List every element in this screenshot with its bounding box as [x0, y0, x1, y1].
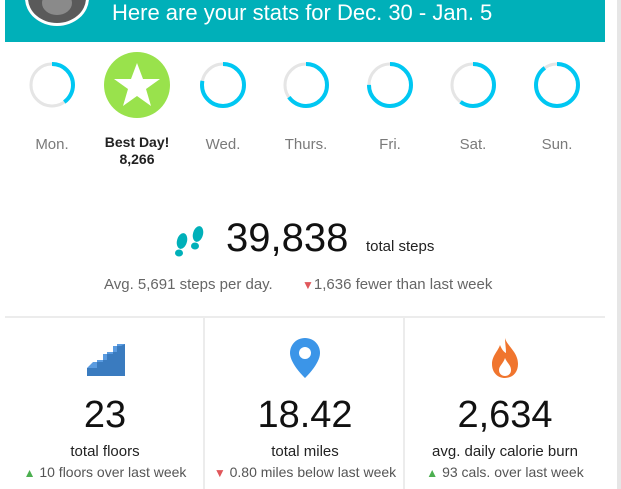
steps-delta: ▼1,636 fewer than last week [302, 276, 492, 293]
down-triangle-icon: ▼ [302, 278, 314, 292]
progress-ring-icon [29, 62, 75, 108]
calories-value: 2,634 [457, 394, 553, 436]
floors-delta: ▲ 10 floors over last week [5, 462, 205, 483]
avatar [25, 0, 89, 26]
header-title: Here are your stats for Dec. 30 - Jan. 5 [112, 0, 493, 25]
day-sun[interactable]: Sun. [512, 60, 602, 153]
best-day-label: Best Day! [104, 134, 170, 150]
floors-delta-text: 10 floors over last week [39, 464, 187, 480]
calories-delta: ▲ 93 cals. over last week [405, 462, 605, 483]
progress-ring-icon [450, 62, 496, 108]
column-divider [203, 318, 205, 489]
day-best[interactable]: Best Day! 8,266 [92, 52, 182, 168]
section-divider [5, 316, 605, 318]
miles-label: total miles [271, 443, 339, 460]
calories-label: avg. daily calorie burn [432, 443, 578, 460]
down-triangle-icon: ▼ [213, 466, 226, 480]
day-sat[interactable]: Sat. [428, 60, 518, 153]
floors-value: 23 [83, 394, 127, 436]
star-icon [104, 52, 170, 118]
avg-steps-text: Avg. 5,691 steps per day. [104, 276, 273, 293]
day-wed[interactable]: Wed. [178, 60, 268, 153]
daily-progress-row: Mon. Best Day! 8,266 Wed. Thurs. [0, 52, 621, 200]
day-mon[interactable]: Mon. [7, 60, 97, 153]
progress-ring-icon [283, 62, 329, 108]
day-fri[interactable]: Fri. [345, 60, 435, 153]
miles-delta-text: 0.80 miles below last week [229, 464, 397, 480]
up-triangle-icon: ▲ [426, 466, 439, 480]
progress-ring-icon [534, 62, 580, 108]
day-label: Sat. [459, 136, 487, 153]
stats-header: Here are your stats for Dec. 30 - Jan. 5 [5, 0, 605, 42]
metric-miles[interactable]: 18.42 total miles ▼ 0.80 miles below las… [205, 336, 405, 483]
metric-floors[interactable]: 23 total floors ▲ 10 floors over last we… [5, 336, 205, 483]
floors-label: total floors [70, 443, 140, 460]
day-label: Thurs. [284, 136, 328, 153]
scroll-edge [617, 0, 621, 489]
total-steps-value: 39,838 [226, 216, 349, 260]
day-thurs[interactable]: Thurs. [261, 60, 351, 153]
day-label: Mon. [35, 136, 69, 153]
steps-average-row: Avg. 5,691 steps per day. ▼1,636 fewer t… [0, 276, 621, 296]
miles-delta: ▼ 0.80 miles below last week [205, 462, 405, 483]
footprints-icon [175, 226, 204, 257]
up-triangle-icon: ▲ [23, 466, 36, 480]
map-pin-icon [290, 338, 320, 378]
miles-value: 18.42 [257, 394, 353, 436]
stairs-icon [87, 344, 125, 376]
steps-delta-text: 1,636 fewer than last week [313, 276, 493, 293]
calories-delta-text: 93 cals. over last week [442, 464, 584, 480]
total-steps-label: total steps [366, 238, 435, 255]
steps-summary: 39,838 total steps [0, 215, 621, 265]
progress-ring-icon [367, 62, 413, 108]
progress-ring-icon [200, 62, 246, 108]
day-label: Fri. [379, 136, 401, 153]
day-label: Wed. [205, 136, 241, 153]
best-day-value: 8,266 [119, 151, 155, 167]
column-divider [403, 318, 405, 489]
metric-calories[interactable]: 2,634 avg. daily calorie burn ▲ 93 cals.… [405, 336, 605, 483]
flame-icon [492, 338, 518, 378]
day-label: Sun. [541, 136, 573, 153]
